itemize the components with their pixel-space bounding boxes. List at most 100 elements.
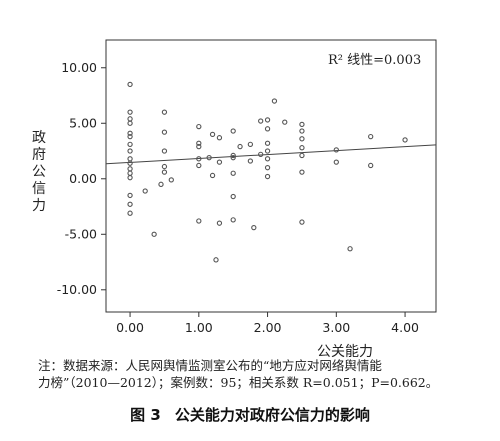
x-tick-label: 0.00 [116, 320, 144, 335]
data-point [127, 201, 133, 207]
data-point [230, 217, 236, 223]
x-tick-label: 1.00 [185, 320, 213, 335]
note-line-1: 注：数据来源：人民网舆情监测室公布的“地方应对网络舆情能 [38, 358, 382, 373]
x-tick-label: 4.00 [391, 320, 419, 335]
data-point [299, 136, 305, 142]
data-point [333, 147, 339, 153]
data-point [196, 156, 202, 162]
data-point [264, 140, 271, 146]
fit-line [105, 144, 437, 165]
data-point [237, 143, 243, 150]
data-point [271, 98, 278, 104]
y-tick-label: -5.00 [65, 226, 97, 241]
y-axis-label-char: 公 [32, 164, 46, 180]
data-point [264, 117, 271, 123]
data-point [196, 218, 202, 224]
data-point [264, 173, 271, 180]
x-tick-label: 3.00 [322, 320, 350, 335]
data-point [127, 156, 133, 162]
data-point [161, 163, 168, 170]
y-axis-label-char: 政 [32, 130, 46, 146]
y-axis-label-char: 力 [32, 198, 46, 214]
data-point [209, 131, 216, 138]
y-tick-label: 10.00 [61, 60, 97, 75]
data-point [161, 109, 168, 115]
chart-area: 10.00 5.00 0.00 -5.00 -10.00 0.00 1.00 2.00 3.00… [28, 39, 437, 360]
data-point [299, 169, 305, 175]
data-point [230, 155, 236, 161]
y-tick-label: 5.00 [69, 115, 97, 130]
scatter-plot: 10.00 5.00 0.00 -5.00 -10.00 0.00 1.00 2.00 3.00… [57, 39, 437, 360]
data-source-note: 注：数据来源：人民网舆情监测室公布的“地方应对网络舆情能 力榜”（2010—20… [38, 357, 478, 391]
y-axis-label-char: 府 [32, 147, 46, 163]
data-point [127, 210, 133, 216]
data-point [213, 257, 219, 263]
data-point [230, 128, 236, 134]
x-axis-label: 公关能力 [317, 344, 373, 360]
data-point [216, 135, 223, 141]
data-point [299, 219, 305, 225]
data-point [127, 166, 133, 172]
y-tick-label: -10.00 [57, 282, 97, 297]
data-point [127, 81, 133, 88]
data-point [347, 246, 353, 252]
data-point [127, 160, 133, 166]
data-point [368, 133, 374, 140]
data-point [230, 152, 236, 159]
data-point [402, 137, 408, 143]
data-point [216, 159, 223, 165]
figure-title: 公关能力对政府公信力的影响 [174, 406, 370, 424]
data-point [333, 159, 339, 165]
data-point [158, 181, 164, 187]
data-point [299, 145, 305, 151]
data-point [151, 231, 157, 237]
data-point [206, 155, 212, 161]
data-point [247, 158, 254, 164]
data-point [196, 140, 202, 146]
data-point [209, 172, 216, 179]
data-point [247, 141, 254, 148]
figure-number: 图 3 [130, 406, 161, 424]
data-point [216, 220, 223, 226]
data-point [127, 109, 133, 115]
data-point [299, 121, 305, 128]
data-point [127, 170, 133, 176]
data-point [264, 148, 271, 154]
data-point [264, 165, 271, 171]
data-point [127, 175, 133, 181]
data-point [251, 224, 257, 231]
figure-caption: 图 3 公关能力对政府公信力的影响 [0, 404, 500, 425]
note-line-2: 力榜”（2010—2012）；案例数：95；相关系数 R=0.051；P=0.6… [38, 375, 439, 390]
data-point [127, 120, 133, 126]
data-point [161, 169, 168, 175]
data-point [282, 119, 288, 125]
data-point [127, 141, 133, 148]
y-axis-label-char: 信 [32, 181, 46, 197]
data-point [196, 143, 202, 150]
data-point [299, 128, 305, 134]
data-point [264, 126, 271, 132]
data-point [161, 148, 168, 154]
data-point [258, 151, 264, 158]
plot-frame [105, 39, 437, 313]
y-tick-label: 0.00 [69, 171, 97, 186]
x-tick-label: 2.00 [254, 320, 282, 335]
data-point [258, 118, 264, 124]
data-point [196, 123, 202, 130]
data-point [127, 148, 133, 154]
data-point [264, 156, 271, 162]
y-axis-label: 政 府 公 信 力 [28, 130, 50, 215]
data-point [161, 129, 168, 135]
data-point [127, 192, 133, 199]
data-point [368, 162, 374, 169]
data-point [142, 188, 148, 194]
data-point [127, 133, 133, 140]
data-point [230, 170, 236, 176]
data-point [127, 130, 133, 136]
r-squared-annotation: R² 线性=0.003 [328, 53, 421, 68]
data-point [127, 116, 133, 122]
data-point [299, 152, 305, 159]
data-point [196, 162, 202, 169]
data-point [230, 193, 236, 200]
data-point [168, 177, 174, 183]
